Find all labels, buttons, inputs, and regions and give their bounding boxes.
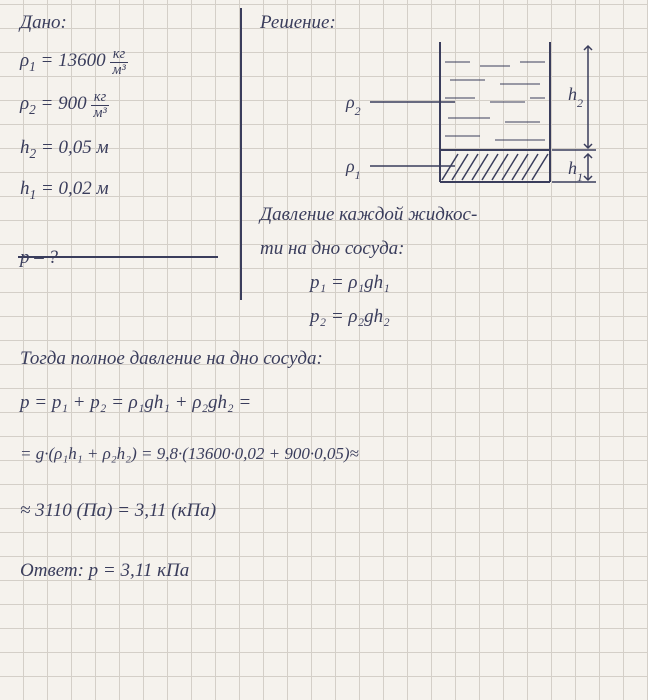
eq-full-line3: ≈ 3110 (Па) = 3,11 (кПа) — [20, 496, 630, 526]
eq-full-line2: = g·(ρ₁h₁ + ρ₂h₂) = 9,8·(13600·0,02 + 90… — [20, 440, 630, 467]
diagram-label-p2: ρ2 — [345, 92, 361, 118]
solution-text2: ти на дно сосуда: — [260, 234, 640, 264]
given-h1: h1 = 0,02 м — [20, 174, 230, 205]
question: p – ? — [20, 243, 230, 273]
eq-p1: p₁ = ρ₁gh₁ — [310, 268, 610, 298]
vertical-divider — [240, 8, 242, 300]
given-h2: h2 = 0,05 м — [20, 133, 230, 164]
diagram: ρ2 ρ1 h2 h1 — [340, 42, 600, 192]
solution-text1: Давление каждой жидкос- — [260, 200, 640, 230]
eq-full-line1: p = p₁ + p₂ = ρ₁gh₁ + ρ₂gh₂ = — [20, 388, 630, 418]
diagram-label-p1: ρ1 — [345, 156, 361, 182]
eq-p2: p₂ = ρ₂gh₂ — [310, 302, 610, 332]
given-rho1: ρ1 = 13600 кгм³ — [20, 46, 230, 77]
diagram-label-h2: h2 — [568, 84, 583, 110]
solution-section: Решение: — [260, 8, 336, 38]
solution-title: Решение: — [260, 8, 336, 38]
given-section: Дано: ρ1 = 13600 кгм³ ρ2 = 900 кгм³ h2 =… — [20, 8, 230, 273]
given-rho2: ρ2 = 900 кгм³ — [20, 89, 230, 120]
solution-text3: Тогда полное давление на дно сосуда: — [20, 344, 630, 374]
answer: Ответ: p = 3,11 кПа — [20, 556, 630, 586]
diagram-label-h1: h1 — [568, 158, 583, 184]
given-title: Дано: — [20, 8, 230, 38]
